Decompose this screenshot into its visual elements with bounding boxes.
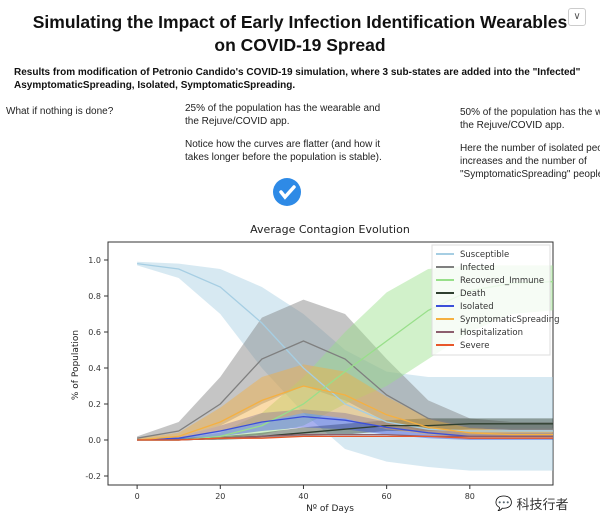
subtitle-line-2: AsymptomaticSpreading, Isolated, Symptom…	[14, 80, 296, 91]
title-line-2: on COVID-19 Spread	[214, 35, 386, 55]
paragraph: Here the number of isolated people incre…	[460, 143, 600, 180]
legend-entry: Death	[460, 289, 486, 299]
chart-title: Average Contagion Evolution	[250, 223, 410, 236]
y-tick-label: -0.2	[85, 472, 101, 481]
column-scenario-25: 25% of the population has the wearable a…	[185, 102, 385, 174]
paragraph: What if nothing is done?	[6, 106, 114, 117]
x-tick-label: 0	[135, 492, 140, 501]
band-symptomaticspreading	[137, 364, 553, 440]
column-scenario-none: What if nothing is done?	[6, 105, 156, 128]
y-tick-label: 0.0	[88, 436, 101, 445]
checkmark-circle-icon[interactable]	[273, 178, 301, 206]
legend-entry: Isolated	[460, 302, 494, 312]
legend-entry: SymptomaticSpreading	[460, 315, 560, 325]
legend-entry: Severe	[460, 341, 489, 351]
y-axis-label: % of Population	[71, 330, 81, 400]
paragraph: 25% of the population has the wearable a…	[185, 103, 381, 127]
x-tick-label: 80	[465, 492, 475, 501]
x-axis-label: Nº of Days	[306, 504, 354, 514]
watermark-text: 科技行者	[516, 497, 569, 512]
column-scenario-50: 50% of the population has the wearable a…	[460, 106, 600, 186]
watermark: 💬 科技行者	[495, 494, 568, 513]
band-susceptible	[137, 261, 553, 471]
title-line-1: Simulating the Impact of Early Infection…	[32, 12, 568, 32]
y-tick-label: 0.8	[88, 292, 101, 301]
paragraph: 50% of the population has the wearable a…	[460, 107, 600, 131]
x-tick-label: 60	[382, 492, 392, 501]
line-symptomaticspreading	[137, 385, 553, 441]
paragraph: Notice how the curves are flatter (and h…	[185, 139, 382, 163]
legend-entry: Recovered_Immune	[460, 276, 544, 286]
chevron-down-icon[interactable]: ∨	[568, 8, 586, 26]
band-isolated	[137, 409, 553, 440]
line-susceptible	[137, 262, 553, 432]
legend-entry: Susceptible	[460, 250, 509, 260]
legend	[431, 244, 551, 356]
y-tick-label: 0.4	[88, 364, 101, 373]
page-title: Simulating the Impact of Early Infection…	[0, 11, 600, 57]
x-tick-label: 40	[298, 492, 308, 501]
y-tick-label: 0.2	[88, 400, 101, 409]
y-tick-label: 1.0	[88, 256, 101, 265]
line-infected	[137, 340, 553, 439]
x-tick-label: 20	[215, 492, 225, 501]
wechat-icon: 💬	[495, 495, 513, 511]
subtitle-line-1: Results from modification of Petronio Ca…	[14, 67, 581, 78]
contagion-chart: Average Contagion Evolution 0 20 40 60 80 -0.…	[71, 223, 560, 514]
y-tick-label: 0.6	[88, 328, 101, 337]
band-infected	[137, 299, 553, 440]
line-severe	[137, 435, 553, 441]
legend-entry: Infected	[460, 263, 495, 273]
legend-entry: Hospitalization	[460, 328, 523, 338]
subtitle: Results from modification of Petronio Ca…	[14, 66, 600, 92]
